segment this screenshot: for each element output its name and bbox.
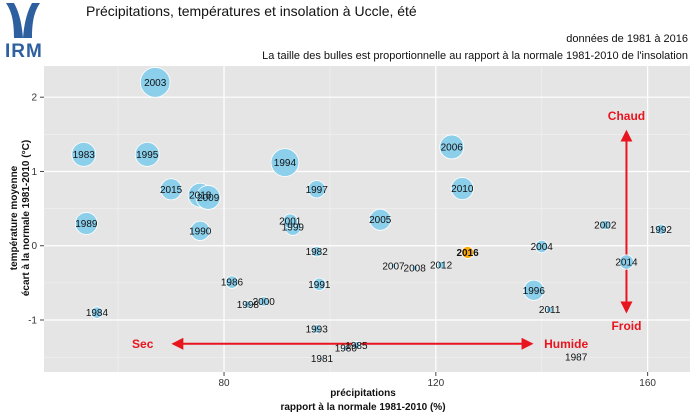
- bubble-2000: [258, 296, 269, 307]
- axis-ticks: 80 120 160 -1 0 1 2: [28, 93, 656, 389]
- y-tick-label: 2: [31, 93, 37, 104]
- bubble-1984: [90, 306, 104, 319]
- bubble-1986: [225, 275, 239, 289]
- bubble-label-2001: 2001: [279, 217, 302, 228]
- bubble-label-1985: 1985: [345, 341, 368, 352]
- plot-panel: [44, 66, 690, 372]
- bubble-2015: [160, 178, 183, 201]
- bubble-2016: [461, 246, 475, 259]
- bubble-label-2016: 2016: [456, 248, 479, 259]
- x-tick-label: 160: [639, 378, 656, 389]
- bubble-label-1991: 1991: [308, 280, 331, 291]
- bubble-1991: [312, 277, 326, 291]
- bubble-1995: [134, 141, 160, 167]
- bubble-label-1987: 1987: [565, 353, 588, 364]
- bubble-label-2018: 2018: [189, 191, 212, 202]
- bubble-label-1999: 1999: [282, 223, 305, 234]
- irm-logo: IRM: [5, 3, 43, 62]
- y-tick-label: 0: [31, 241, 37, 252]
- bubble-label-2015: 2015: [160, 185, 183, 196]
- bubble-2014: [618, 254, 635, 270]
- bubble-1997: [307, 180, 326, 199]
- x-axis-label-1: précipitations: [330, 388, 396, 399]
- bubble-2005: [369, 208, 392, 231]
- bubble-1985: [352, 341, 361, 350]
- bubble-2006: [439, 134, 465, 160]
- bubble-1996: [523, 279, 545, 301]
- y-axis-label-1: température moyenne: [9, 165, 20, 270]
- bubble-2001: [282, 213, 298, 229]
- y-axis-label-2: écart à la normale 1981-2010 (°C): [21, 140, 32, 296]
- bubble-label-1997: 1997: [306, 185, 329, 196]
- chart-subtitle-period: données de 1981 à 2016: [566, 33, 688, 45]
- bubble-label-2002: 2002: [594, 220, 617, 231]
- bubble-2007: [390, 262, 397, 269]
- logo-emblem: [6, 3, 40, 38]
- bubble-label-2000: 2000: [253, 297, 276, 308]
- bubble-label-1983: 1983: [73, 150, 96, 161]
- bubble-1990: [190, 220, 211, 241]
- bubble-label-1990: 1990: [189, 226, 212, 237]
- bubble-label-2007: 2007: [382, 261, 405, 272]
- bubble-1981: [320, 356, 324, 361]
- bubble-2004: [535, 239, 549, 254]
- bubble-label-1996: 1996: [523, 286, 546, 297]
- bubble-label-2006: 2006: [441, 142, 464, 153]
- bubble-1982: [311, 245, 323, 258]
- bubble-label-1995: 1995: [136, 150, 159, 161]
- bubble-label-1989: 1989: [75, 219, 98, 230]
- x-tick-label: 80: [218, 378, 230, 389]
- bubble-label-1981: 1981: [311, 354, 334, 365]
- y-tick-label: -1: [28, 316, 37, 327]
- y-tick-label: 1: [31, 167, 37, 178]
- bubble-label-1994: 1994: [274, 158, 297, 169]
- annotation-wet: Humide: [544, 337, 588, 351]
- chart-subtitle-size-note: La taille des bulles est proportionnelle…: [262, 50, 688, 62]
- bubble-label-2008: 2008: [404, 264, 427, 275]
- bubble-label-2010: 2010: [451, 184, 474, 195]
- bubble-1980: [342, 344, 350, 352]
- bubble-label-2003: 2003: [144, 78, 167, 89]
- bubble-label-1998: 1998: [237, 300, 260, 311]
- bubble-label-1982: 1982: [306, 247, 329, 258]
- bubble-label-2011: 2011: [539, 305, 561, 316]
- bubble-label-2012: 2012: [430, 261, 453, 272]
- bubble-1989: [74, 212, 98, 235]
- bubble-2008: [411, 264, 418, 272]
- bubble-2010: [450, 177, 474, 200]
- bubble-label-1980: 1980: [335, 344, 358, 355]
- bubble-label-1986: 1986: [221, 278, 244, 289]
- annotation-cold: Froid: [611, 319, 641, 333]
- bubble-1983: [71, 141, 97, 167]
- annotation-hot: Chaud: [608, 109, 645, 123]
- bubble-label-2014: 2014: [615, 258, 638, 269]
- bubble-2011: [545, 305, 554, 314]
- bubble-label-2009: 2009: [197, 193, 220, 204]
- bubble-2003: [139, 67, 171, 98]
- bubble-label-2005: 2005: [369, 215, 392, 226]
- x-axis-label-2: rapport à la normale 1981-2010 (%): [280, 402, 445, 413]
- bubble-2009: [195, 185, 221, 210]
- bubble-1994: [270, 148, 300, 177]
- x-tick-label: 120: [427, 378, 444, 389]
- direction-arrows: [171, 129, 633, 350]
- bubble-1993: [311, 324, 322, 334]
- bubble-label-1984: 1984: [86, 308, 109, 319]
- bubble-2002: [600, 219, 611, 231]
- bubble-label-2004: 2004: [531, 242, 554, 253]
- logo-text: IRM: [5, 41, 43, 62]
- bubble-label-1993: 1993: [306, 324, 329, 335]
- bubble-label-1992: 1992: [650, 225, 673, 236]
- chart-title: Précipitations, températures et insolati…: [86, 3, 417, 19]
- annotations: Chaud Froid Sec Humide: [132, 109, 645, 351]
- bubble-2012: [436, 260, 446, 270]
- bubble-1992: [655, 223, 667, 236]
- annotation-dry: Sec: [132, 337, 154, 351]
- bubble-1998: [243, 300, 253, 309]
- bubble-1987: [574, 355, 578, 359]
